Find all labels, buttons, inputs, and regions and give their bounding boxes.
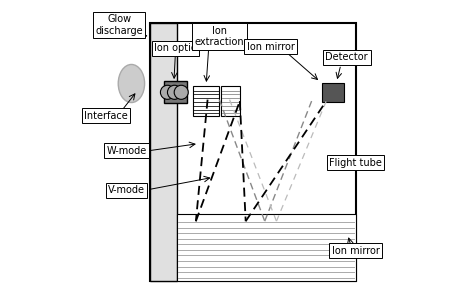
Text: Flight tube: Flight tube xyxy=(329,158,382,168)
Bar xyxy=(221,86,240,116)
Bar xyxy=(151,23,356,281)
Bar xyxy=(151,23,177,281)
Text: W-mode: W-mode xyxy=(106,146,146,156)
Ellipse shape xyxy=(118,64,145,103)
Text: Ion mirror: Ion mirror xyxy=(332,246,379,255)
Bar xyxy=(177,214,356,281)
Text: Ion
extraction: Ion extraction xyxy=(194,26,244,47)
Bar xyxy=(193,86,219,116)
Circle shape xyxy=(174,85,188,99)
Text: Glow
discharge: Glow discharge xyxy=(95,14,143,36)
Text: Ion mirror: Ion mirror xyxy=(246,42,294,52)
Bar xyxy=(322,83,344,102)
Text: V-mode: V-mode xyxy=(108,185,145,195)
Text: Interface: Interface xyxy=(84,111,128,121)
Circle shape xyxy=(167,85,181,99)
Text: Detector: Detector xyxy=(326,52,368,62)
Text: Ion optic: Ion optic xyxy=(154,43,197,53)
Circle shape xyxy=(160,85,174,99)
Bar xyxy=(164,81,187,103)
